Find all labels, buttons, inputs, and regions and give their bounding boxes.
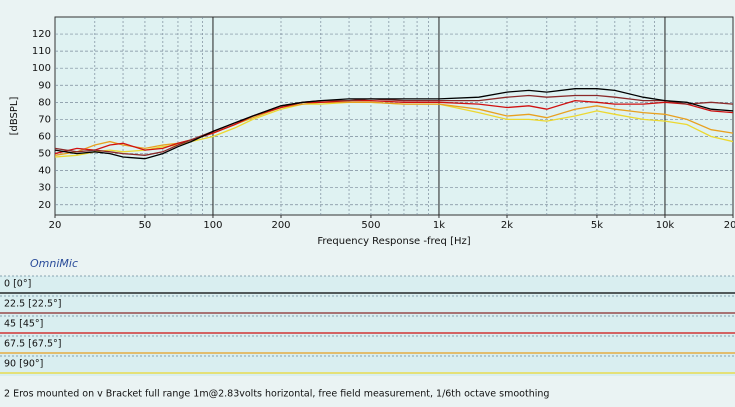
caption: 2 Eros mounted on v Bracket full range 1… (4, 389, 549, 400)
series-line (55, 88, 733, 160)
y-tick-label: 50 (38, 149, 51, 160)
x-tick-label: 2k (501, 220, 513, 231)
series-line (55, 94, 733, 156)
legend-row (0, 316, 735, 336)
legend-label: 67.5 [67.5°] (4, 339, 62, 350)
legend-row (0, 296, 735, 316)
plot-area (54, 16, 734, 216)
y-tick-label: 20 (38, 200, 51, 211)
x-tick-label: 200 (271, 220, 290, 231)
y-tick-label: 70 (38, 114, 51, 125)
legend-label: 22.5 [22.5°] (4, 299, 62, 310)
series-line (55, 101, 733, 156)
legend-row (0, 276, 735, 296)
y-tick-label: 120 (32, 29, 51, 40)
x-tick-label: 100 (203, 220, 222, 231)
y-tick-label: 100 (32, 63, 51, 74)
legend-label: 0 [0°] (4, 279, 31, 290)
x-tick-label: 20 (49, 220, 62, 231)
x-axis-label: Frequency Response -freq [Hz] (317, 236, 470, 247)
y-axis-label: [dBSPL] (9, 97, 20, 136)
legend-row (0, 336, 735, 356)
x-tick-label: 10k (656, 220, 675, 231)
y-tick-label: 90 (38, 80, 51, 91)
x-tick-label: 50 (139, 220, 152, 231)
x-tick-label: 1k (433, 220, 445, 231)
y-tick-label: 110 (32, 46, 51, 57)
y-tick-label: 60 (38, 131, 51, 142)
x-tick-label: 20k (724, 220, 735, 231)
x-tick-label: 5k (591, 220, 603, 231)
legend-row (0, 356, 735, 376)
legend-label: 45 [45°] (4, 319, 43, 330)
y-tick-label: 40 (38, 166, 51, 177)
watermark: OmniMic (30, 257, 78, 270)
x-tick-label: 500 (361, 220, 380, 231)
y-tick-label: 80 (38, 97, 51, 108)
y-tick-label: 30 (38, 183, 51, 194)
legend-label: 90 [90°] (4, 359, 43, 370)
